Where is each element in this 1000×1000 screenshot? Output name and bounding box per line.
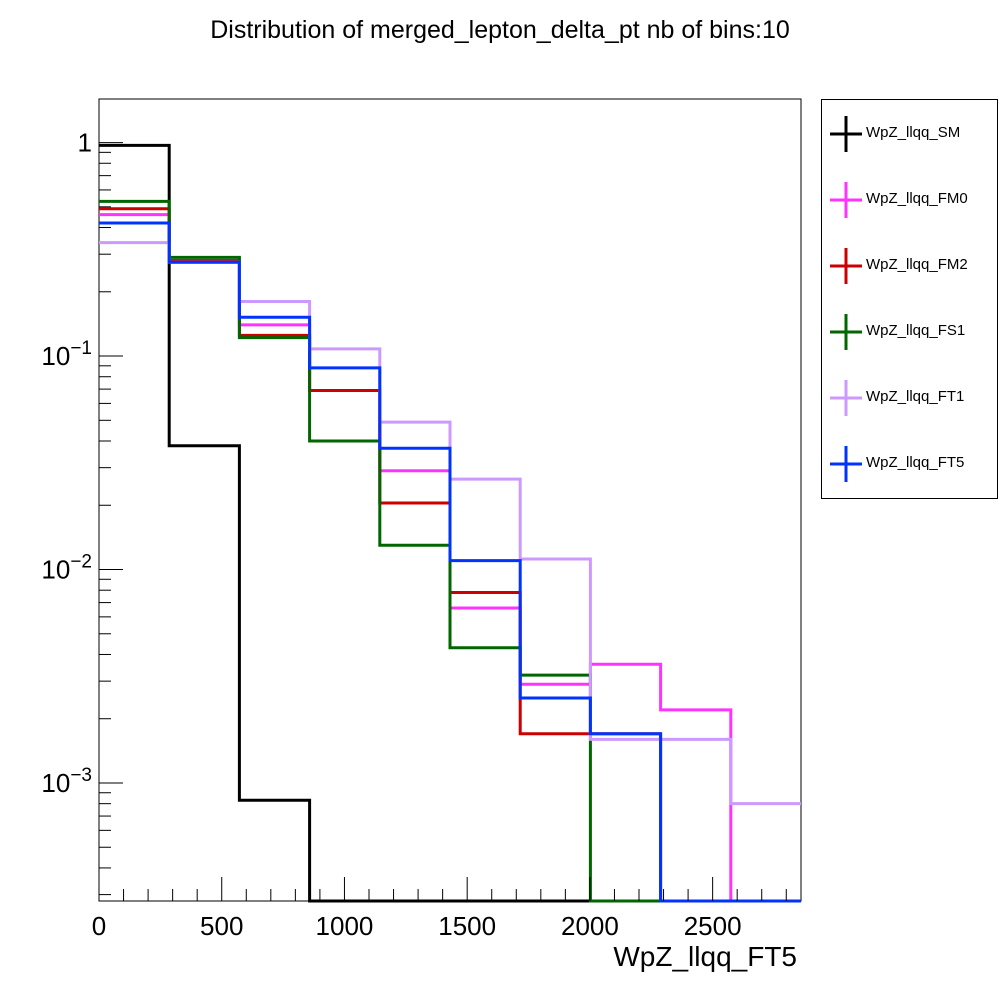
x-axis-title: WpZ_llqq_FT5 — [613, 941, 797, 972]
legend-symbol — [830, 182, 862, 218]
y-tick-label: 1 — [78, 128, 92, 158]
y-tick-label: 10−3 — [41, 765, 92, 798]
series-line-WpZ_llqq_FT5 — [99, 221, 801, 903]
legend-symbol — [830, 314, 862, 350]
legend-label: WpZ_llqq_FT1 — [866, 388, 965, 405]
legend-label: WpZ_llqq_FS1 — [866, 322, 966, 339]
chart-title: Distribution of merged_lepton_delta_pt n… — [210, 16, 790, 44]
x-tick-label: 2500 — [684, 911, 742, 941]
axis-layer: 0 500 1000 1500 2000 2500 1 10−1 10−2 10−3 — [41, 128, 787, 941]
legend-symbol — [830, 446, 862, 482]
legend-entry: WpZ_llqq_SM — [822, 114, 997, 154]
legend-label: WpZ_llqq_FM0 — [866, 190, 968, 207]
x-tick-label: 1500 — [438, 911, 496, 941]
legend-entry: WpZ_llqq_FM0 — [822, 180, 997, 220]
x-tick-label: 1000 — [316, 911, 374, 941]
legend-entry: WpZ_llqq_FT5 — [822, 444, 997, 484]
series-line-WpZ_llqq_FS1 — [99, 199, 801, 903]
y-tick-label: 10−2 — [41, 552, 92, 585]
legend-label: WpZ_llqq_FM2 — [866, 256, 968, 273]
legend: WpZ_llqq_SM WpZ_llqq_FM0 WpZ_llqq_FM2 WpZ_l… — [821, 99, 998, 499]
x-tick-label: 0 — [92, 911, 106, 941]
legend-label: WpZ_llqq_SM — [866, 124, 961, 141]
y-tick-label: 10−1 — [41, 338, 92, 371]
histogram-layer — [99, 143, 801, 903]
legend-label: WpZ_llqq_FT5 — [866, 454, 965, 471]
legend-entry: WpZ_llqq_FT1 — [822, 378, 997, 418]
x-tick-label: 500 — [200, 911, 243, 941]
legend-entry: WpZ_llqq_FM2 — [822, 246, 997, 286]
legend-symbol — [830, 248, 862, 284]
legend-symbol — [830, 380, 862, 416]
legend-symbol — [830, 116, 862, 152]
legend-entry: WpZ_llqq_FS1 — [822, 312, 997, 352]
x-tick-label: 2000 — [561, 911, 619, 941]
